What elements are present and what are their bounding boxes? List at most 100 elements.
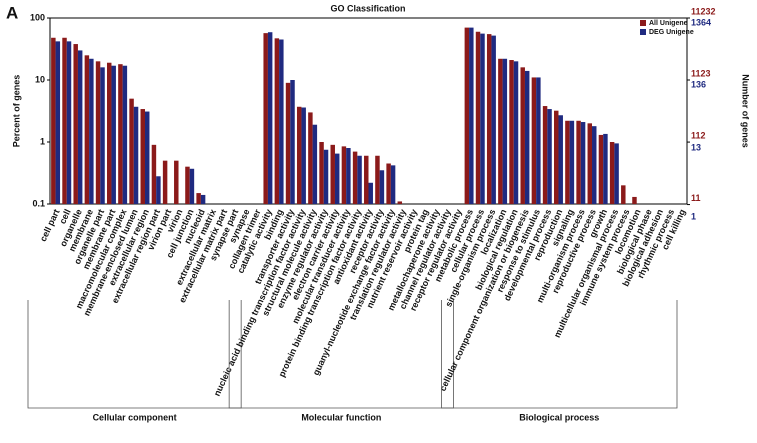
bar bbox=[129, 98, 134, 204]
bar bbox=[386, 163, 391, 204]
bar bbox=[118, 64, 123, 205]
bar bbox=[106, 62, 112, 204]
y3-tick-label: 13 bbox=[691, 143, 701, 153]
bar bbox=[390, 165, 396, 204]
bar bbox=[174, 160, 179, 204]
bar bbox=[189, 168, 195, 204]
bar bbox=[609, 142, 615, 204]
y3-tick-label: 136 bbox=[691, 79, 706, 89]
group-label: Cellular component bbox=[93, 412, 177, 422]
y-tick-label: 1 bbox=[40, 136, 45, 146]
bar bbox=[598, 134, 604, 204]
bar bbox=[379, 170, 385, 204]
y2-tick-label: 112 bbox=[691, 130, 706, 140]
bar bbox=[156, 176, 161, 204]
bar bbox=[319, 142, 324, 204]
bar bbox=[368, 182, 373, 204]
bar bbox=[502, 58, 508, 205]
bar bbox=[603, 133, 608, 204]
bar bbox=[469, 27, 474, 204]
bar bbox=[100, 67, 105, 204]
legend-label: DEG Unigene bbox=[649, 29, 694, 36]
bar bbox=[133, 106, 139, 204]
group-bracket bbox=[27, 300, 242, 409]
y2-axis-label: Number of genes bbox=[741, 74, 751, 148]
bar bbox=[95, 61, 101, 205]
y2-tick-label: 11 bbox=[691, 193, 701, 203]
bar bbox=[536, 77, 541, 204]
bar bbox=[144, 111, 150, 204]
bar bbox=[285, 82, 291, 204]
group-label: Biological process bbox=[519, 412, 599, 422]
bar bbox=[66, 41, 72, 204]
bar bbox=[531, 77, 537, 204]
bar bbox=[509, 60, 514, 205]
bar bbox=[464, 27, 470, 204]
bar bbox=[341, 146, 347, 204]
bar bbox=[308, 112, 313, 204]
y3-tick-label: 1 bbox=[691, 212, 696, 222]
bar bbox=[592, 126, 597, 204]
bar bbox=[62, 37, 67, 204]
bar bbox=[547, 109, 552, 204]
bar bbox=[51, 37, 56, 204]
legend-swatch bbox=[640, 20, 646, 26]
bar bbox=[632, 196, 637, 204]
y-tick-label: 0.1 bbox=[32, 198, 45, 208]
bar bbox=[151, 144, 157, 204]
bar bbox=[576, 120, 581, 204]
bar bbox=[569, 120, 575, 204]
bar bbox=[520, 67, 525, 204]
bar bbox=[542, 106, 548, 204]
bar bbox=[196, 193, 201, 204]
bar bbox=[122, 65, 128, 205]
bar bbox=[162, 160, 168, 204]
chart-title: GO Classification bbox=[330, 3, 405, 13]
bar bbox=[621, 185, 626, 204]
bar bbox=[77, 50, 83, 204]
bar bbox=[580, 122, 586, 204]
bar bbox=[565, 120, 570, 204]
bar bbox=[554, 110, 559, 204]
group-bracket bbox=[228, 300, 454, 409]
bar bbox=[397, 201, 403, 204]
bar bbox=[491, 35, 496, 205]
group-bracket bbox=[441, 300, 678, 409]
bar bbox=[73, 44, 78, 204]
legend-swatch bbox=[640, 29, 646, 35]
x-tick-label: cell part bbox=[38, 208, 62, 244]
bar bbox=[111, 65, 116, 205]
group-label: Molecular function bbox=[301, 412, 381, 422]
bar bbox=[267, 32, 273, 204]
y-axis-label: Percent of genes bbox=[11, 75, 21, 148]
bar bbox=[312, 124, 318, 204]
bar bbox=[334, 153, 340, 204]
bar bbox=[290, 80, 295, 204]
bar bbox=[330, 144, 335, 204]
bar bbox=[475, 31, 481, 204]
bar bbox=[140, 109, 145, 204]
y2-tick-label: 1123 bbox=[691, 68, 711, 78]
bar bbox=[55, 41, 61, 204]
bar bbox=[279, 39, 284, 204]
y-tick-label: 10 bbox=[35, 74, 45, 84]
bar bbox=[614, 143, 619, 204]
panel-label: A bbox=[6, 3, 18, 22]
legend-label: All Unigene bbox=[649, 20, 688, 27]
bar bbox=[263, 33, 268, 204]
bar bbox=[375, 155, 380, 204]
bar bbox=[480, 33, 485, 205]
y3-tick-label: 1364 bbox=[691, 17, 711, 27]
bar bbox=[274, 38, 280, 205]
bar bbox=[524, 70, 530, 204]
bar bbox=[200, 194, 206, 204]
bar bbox=[185, 166, 190, 204]
bar bbox=[84, 55, 90, 204]
bar bbox=[323, 149, 329, 204]
y2-tick-label: 11232 bbox=[691, 6, 716, 16]
bar bbox=[296, 106, 302, 204]
bar bbox=[301, 107, 306, 204]
bar bbox=[346, 148, 351, 204]
bar bbox=[357, 155, 362, 204]
